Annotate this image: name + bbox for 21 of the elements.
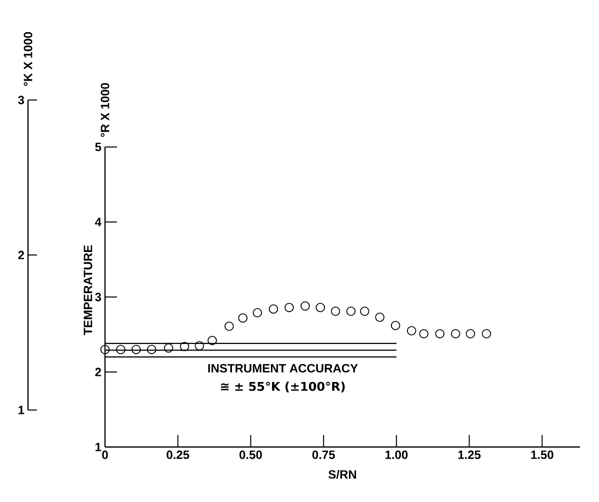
y-tick-label: 4 [94, 218, 102, 226]
x-tick-label: 0.25 [166, 450, 190, 460]
x-tick-label: 0.50 [240, 450, 262, 460]
y-tick-label: 1 [96, 442, 102, 452]
x-tick-label: 0.75 [312, 450, 335, 460]
x-tick-label: 1.25 [458, 450, 481, 460]
x-tick-label: 1.00 [385, 450, 408, 460]
x-tick-label: 1.50 [531, 450, 554, 460]
y2-tick-label: 3 [18, 96, 24, 104]
x-tick-label: 0 [102, 450, 108, 460]
y-tick-label: 3 [95, 292, 102, 302]
y-axis-title: °R X 1000 [100, 83, 110, 137]
y2-tick-label: 1 [18, 406, 24, 414]
y-tick-label: 5 [95, 142, 102, 152]
annotation: ≅ ± 55°K (±100°R) [221, 382, 345, 392]
annotation: INSTRUMENT ACCURACY [208, 364, 358, 372]
text: TEMPERATURE [84, 245, 92, 336]
y-tick-label: 2 [95, 368, 101, 376]
x-axis-title: S/RN [328, 470, 356, 479]
y2-tick-label: 2 [18, 250, 24, 260]
y2-axis-title: °K X 1000 [24, 32, 32, 86]
